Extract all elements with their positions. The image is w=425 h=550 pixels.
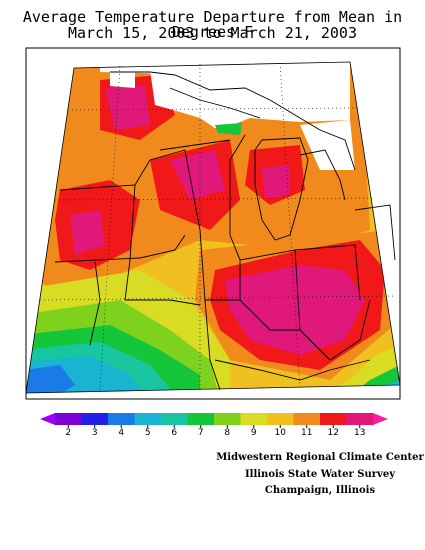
legend-swatch: [161, 413, 188, 425]
legend-swatch: [346, 413, 374, 425]
legend-tick-label: 2: [65, 428, 71, 438]
map-title-line1: Average Temperature Departure from Mean …: [22, 8, 403, 41]
legend-tick-label: 12: [328, 428, 339, 438]
legend-swatch: [55, 413, 82, 425]
legend-tick-label: 10: [275, 428, 287, 438]
legend-swatch: [214, 413, 241, 425]
legend-tick-label: 6: [171, 428, 177, 438]
legend-swatch: [81, 413, 109, 425]
credit-line1: Midwestern Regional Climate Center: [216, 452, 424, 463]
state-boundaries: [54, 134, 396, 391]
region-outline: [25, 61, 401, 394]
legend-tick-label: 8: [224, 428, 230, 438]
legend-swatch: [293, 413, 321, 425]
legend-swatch: [267, 413, 294, 425]
credit-line3: Champaign, Illinois: [264, 485, 376, 496]
legend-arrow-low: [40, 413, 55, 425]
legend-swatch: [240, 413, 268, 425]
map-title-line2: March 15, 2003 to March 21, 2003: [68, 24, 357, 42]
international-border: [110, 71, 356, 201]
temperature-field: [26, 62, 400, 393]
legend-arrow-high: [373, 413, 388, 425]
legend-tick-label: 7: [198, 428, 204, 438]
legend-swatch: [187, 413, 215, 425]
legend-swatch: [108, 413, 135, 425]
legend-tick-label: 13: [354, 428, 365, 438]
color-legend: 2 3 4 5 6 7 8 9 10 11 12 13: [40, 413, 388, 438]
legend-swatch: [320, 413, 347, 425]
legend-tick-label: 9: [251, 428, 257, 438]
graticule: [39, 62, 396, 392]
legend-tick-label: 3: [92, 428, 98, 438]
legend-swatch: [134, 413, 162, 425]
legend-tick-label: 5: [145, 428, 151, 438]
credit-line2: Illinois State Water Survey: [244, 469, 396, 480]
legend-tick-label: 4: [118, 428, 124, 438]
legend-tick-label: 11: [301, 428, 312, 438]
